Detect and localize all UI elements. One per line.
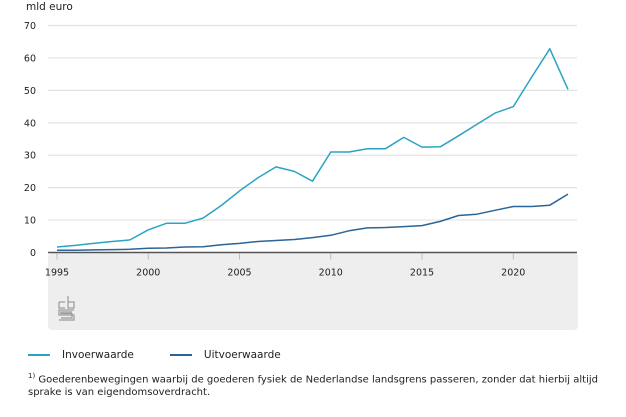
legend-label-invoerwaarde: Invoerwaarde: [62, 349, 134, 361]
series-line-invoerwaarde: [56, 48, 569, 248]
footnote-text: Goederenbewegingen waarbij de goederen f…: [28, 374, 598, 399]
cbs-logo-icon: [58, 296, 75, 321]
y-tick-label: 40: [24, 118, 36, 129]
x-tick-label: 2020: [501, 268, 525, 279]
y-tick-label: 10: [24, 216, 36, 227]
footnote: 1) Goederenbewegingen waarbij de goedere…: [28, 370, 608, 399]
x-tick-label: 1995: [45, 268, 69, 279]
legend-item-uitvoerwaarde[interactable]: Uitvoerwaarde: [169, 349, 281, 361]
x-axis-panel: [48, 253, 578, 330]
y-axis-unit-label: mld euro: [26, 1, 73, 13]
y-tick-label: 50: [24, 86, 36, 97]
legend-swatch-uitvoerwaarde: [169, 354, 192, 356]
gridlines: [48, 24, 577, 221]
footnote-marker: 1): [28, 372, 36, 380]
y-tick-label: 0: [30, 248, 36, 259]
y-tick-labels: 0 10 20 30 40 50 60 70: [24, 21, 36, 259]
y-tick-label: 70: [24, 21, 36, 32]
y-tick-label: 60: [24, 53, 36, 64]
legend: Invoerwaarde Uitvoerwaarde: [28, 349, 317, 361]
x-tick-label: 2010: [319, 268, 343, 279]
series-lines: [56, 48, 569, 251]
series-line-uitvoerwaarde: [57, 193, 569, 251]
y-tick-label: 20: [24, 183, 36, 194]
x-tick-label: 2015: [410, 268, 434, 279]
x-tick-label: 2000: [136, 268, 160, 279]
legend-swatch-invoerwaarde: [28, 354, 50, 356]
legend-label-uitvoerwaarde: Uitvoerwaarde: [203, 349, 281, 361]
legend-item-invoerwaarde[interactable]: Invoerwaarde: [28, 349, 134, 361]
y-tick-label: 30: [24, 151, 36, 162]
x-tick-labels: 1995 2000 2005 2010 2015 2020: [45, 253, 525, 279]
x-tick-label: 2005: [227, 268, 251, 279]
